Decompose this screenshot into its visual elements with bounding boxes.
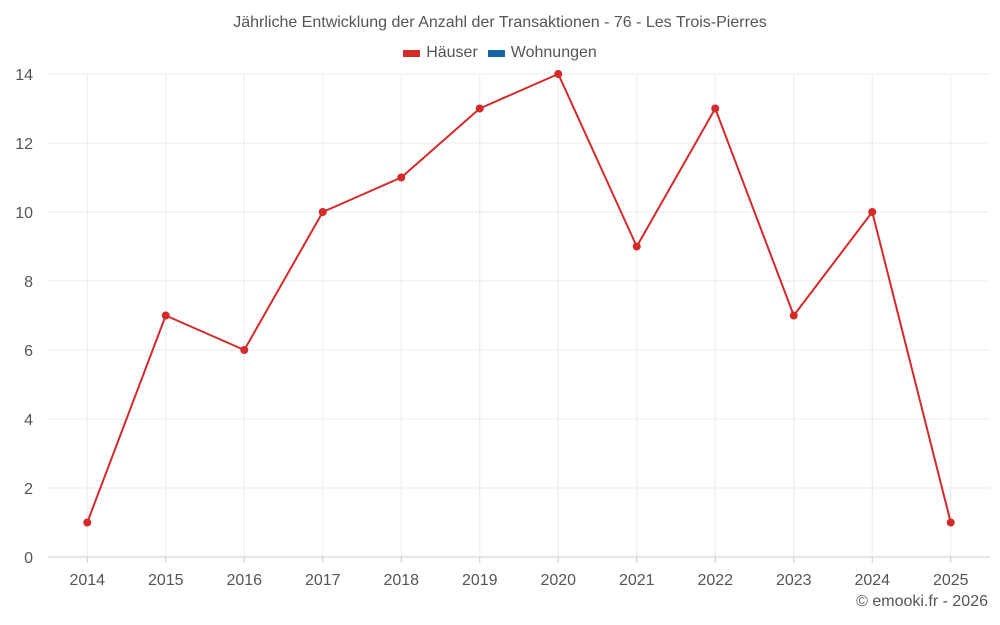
legend-item-wohnungen[interactable]: Wohnungen bbox=[487, 44, 597, 62]
x-tick-label: 2024 bbox=[854, 572, 890, 589]
x-tick-label: 2016 bbox=[226, 572, 262, 589]
data-point bbox=[946, 518, 955, 527]
x-tick-label: 2022 bbox=[697, 572, 733, 589]
data-point bbox=[83, 518, 92, 527]
x-tick-label: 2017 bbox=[305, 572, 341, 589]
legend: Häuser Wohnungen bbox=[0, 44, 1000, 62]
y-tick-label: 4 bbox=[24, 412, 33, 429]
series-line-0 bbox=[86, 73, 952, 523]
data-point bbox=[397, 173, 406, 182]
x-tick-label: 2025 bbox=[933, 572, 969, 589]
y-tick-label: 8 bbox=[24, 274, 33, 291]
y-tick-label: 6 bbox=[24, 343, 33, 360]
legend-item-haeuser[interactable]: Häuser bbox=[403, 44, 478, 62]
data-point bbox=[318, 208, 327, 216]
chart-title: Jährliche Entwicklung der Anzahl der Tra… bbox=[233, 14, 767, 31]
data-point bbox=[632, 242, 641, 251]
x-tick-label: 2023 bbox=[776, 572, 812, 589]
legend-label-wohnungen: Wohnungen bbox=[510, 44, 597, 61]
x-tick-label: 2019 bbox=[462, 572, 498, 589]
legend-swatch-wohnungen bbox=[487, 49, 505, 57]
y-tick-label: 14 bbox=[15, 67, 33, 84]
y-tick-label: 12 bbox=[15, 136, 33, 153]
data-point bbox=[868, 208, 877, 216]
x-tick-label: 2014 bbox=[69, 572, 105, 589]
y-tick-label: 2 bbox=[24, 481, 33, 498]
legend-swatch-haeuser bbox=[403, 49, 421, 57]
data-point bbox=[161, 311, 170, 320]
data-point bbox=[554, 70, 563, 78]
data-point bbox=[789, 311, 798, 320]
legend-label-haeuser: Häuser bbox=[426, 44, 478, 61]
data-point bbox=[240, 346, 249, 354]
x-tick-label: 2018 bbox=[383, 572, 419, 589]
y-tick-label: 0 bbox=[24, 550, 33, 567]
x-tick-label: 2015 bbox=[148, 572, 184, 589]
data-point bbox=[711, 104, 720, 113]
x-tick-label: 2020 bbox=[540, 572, 576, 589]
x-tick-label: 2021 bbox=[619, 572, 655, 589]
data-point bbox=[475, 104, 484, 113]
y-tick-label: 10 bbox=[15, 205, 33, 222]
credit-text: © emooki.fr - 2026 bbox=[856, 593, 988, 610]
